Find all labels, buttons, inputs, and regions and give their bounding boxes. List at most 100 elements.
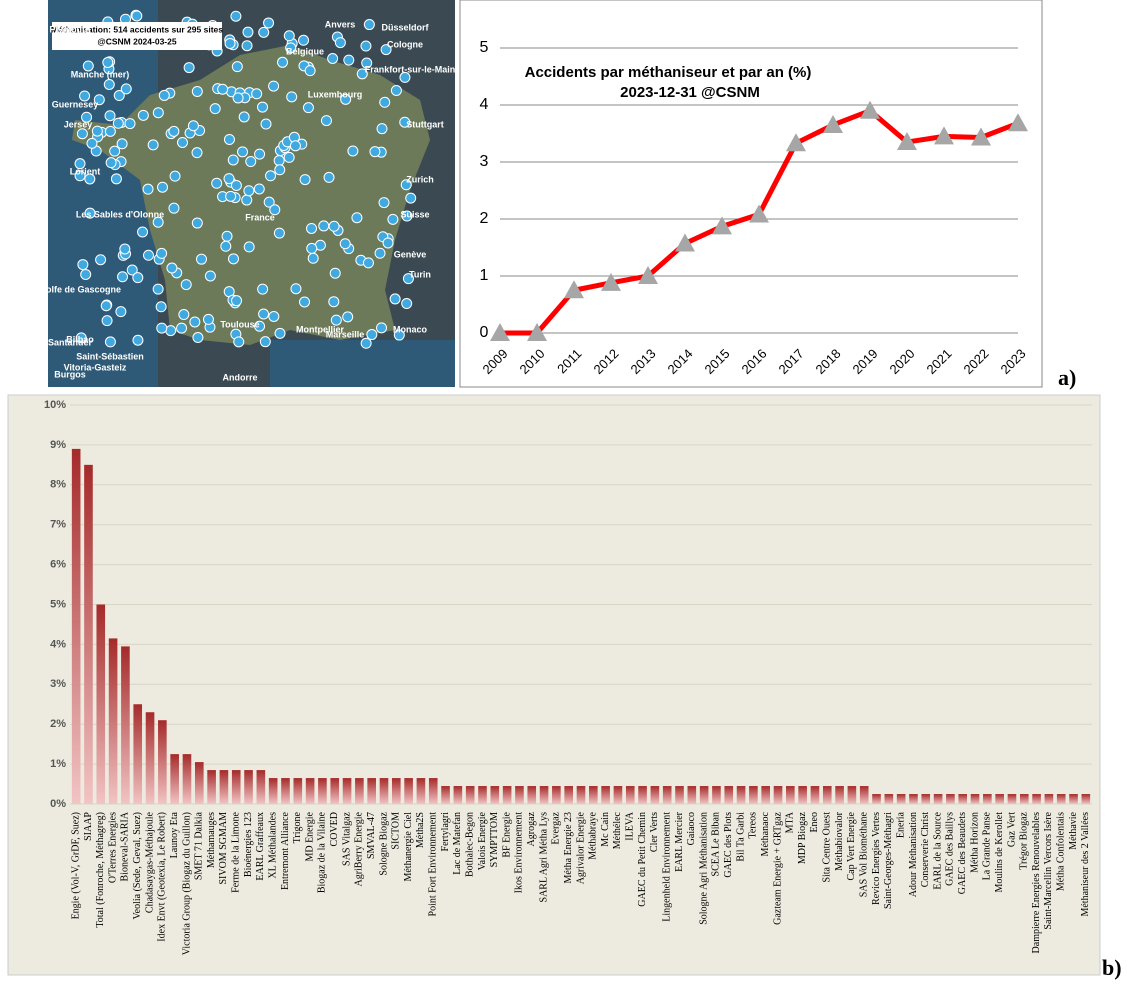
x-tick-label: Tereos (748, 812, 759, 839)
x-tick-label: SCEA Le Biban (711, 812, 722, 876)
x-tick-label: Lac de Matefan (452, 812, 463, 875)
bar (724, 786, 733, 804)
map-pin (104, 79, 114, 89)
bar (527, 786, 536, 804)
x-tick-label: Fertylagri (440, 812, 451, 852)
bar (257, 770, 266, 804)
x-tick-label: SARL Agri Métha Lys (538, 812, 549, 903)
bar (490, 786, 499, 804)
bar (84, 465, 93, 804)
map-pin (118, 272, 128, 282)
bar (897, 794, 906, 804)
map-pin (303, 103, 313, 113)
x-tick-label: Agrivalor Energie (575, 811, 586, 884)
map-pin (138, 110, 148, 120)
x-tick-label: SMVAL-47 (366, 812, 377, 859)
bar (503, 786, 512, 804)
bar (614, 786, 623, 804)
x-tick-label: SAS Vitalgaz (341, 811, 352, 865)
x-tick-label: Chadasaygas-Méthajoule (144, 811, 155, 913)
bar (860, 786, 869, 804)
map-pin (391, 86, 401, 96)
map-label: Vitoria-Gasteiz (64, 362, 127, 372)
x-tick-label: XL Méthalandes (267, 812, 278, 879)
map-label: Düsseldorf (381, 22, 429, 32)
bar (872, 794, 881, 804)
map-label: Golfe de Gascogne (39, 284, 121, 294)
x-tick-label: SMET 71 Dalkia (194, 811, 205, 880)
x-tick-label: Agrogaz (526, 811, 537, 846)
map-pin (352, 213, 362, 223)
x-tick-label: Evergaz (551, 811, 562, 844)
x-tick-label: Saint-Georges-Méthagri (883, 812, 894, 909)
map-pin (380, 97, 390, 107)
map-pin (102, 316, 112, 326)
map-pin (117, 139, 127, 149)
map-pin (234, 337, 244, 347)
y-tick-label: 1% (50, 758, 66, 770)
map-pin (275, 328, 285, 338)
x-tick-label: Méthabiovalor (834, 811, 845, 871)
map-pin (290, 141, 300, 151)
bar (441, 786, 450, 804)
map-pin (78, 260, 88, 270)
bar (293, 778, 302, 804)
x-tick-label: Trégor Biogaz (1019, 811, 1030, 869)
x-tick-label: Lingenheld Environnement (661, 812, 672, 922)
bar (909, 794, 918, 804)
map-pin (192, 218, 202, 228)
bar (626, 786, 635, 804)
x-tick-label: Eneo (809, 812, 820, 833)
x-tick-label: Bil Ta Garbi (735, 812, 746, 862)
figure: Méthanisation: 514 accidents sur 295 sit… (0, 0, 1127, 985)
x-tick-label: Cap Vert Energie (846, 811, 857, 880)
map-pin (103, 57, 113, 67)
y-tick-label: 4% (50, 638, 66, 650)
bar (946, 794, 955, 804)
map-pin (252, 89, 262, 99)
map-pin (222, 231, 232, 241)
map-label: Guernesey (52, 99, 99, 109)
map-pin (388, 214, 398, 224)
map-pin (196, 254, 206, 264)
map-pin (106, 158, 116, 168)
map-pin (264, 18, 274, 28)
x-tick-label: Launoy Eta (169, 811, 180, 858)
map-pin (266, 171, 276, 181)
bar (109, 638, 118, 804)
bar (355, 778, 364, 804)
bar (823, 786, 832, 804)
map-pin (324, 172, 334, 182)
x-tick-label: GAEC des Baillys (945, 812, 956, 886)
map-pin (239, 112, 249, 122)
x-tick-label: COVED (329, 812, 340, 846)
map-pin (284, 152, 294, 162)
map-label: Frankfort-sur-le-Main (365, 64, 456, 74)
map-pin (157, 323, 167, 333)
bar (454, 786, 463, 804)
bar (540, 786, 549, 804)
map-pin (231, 180, 241, 190)
map-pin (254, 184, 264, 194)
bar (589, 786, 598, 804)
bar (404, 778, 413, 804)
map-pin (344, 55, 354, 65)
x-tick-label: Saint-Marcellin Vercors Isère (1043, 811, 1054, 929)
x-tick-label: Métha Energie 23 (563, 812, 574, 883)
x-tick-label: Ikos Environnement (514, 812, 525, 894)
bar (244, 770, 253, 804)
bar (564, 786, 573, 804)
x-tick-label: MTA (785, 811, 796, 833)
bar (811, 786, 820, 804)
map-pin (275, 165, 285, 175)
bar (675, 786, 684, 804)
map-pin (105, 337, 115, 347)
map-pin (305, 66, 315, 76)
bar (995, 794, 1004, 804)
x-tick-label: Méthanaoc (760, 811, 771, 856)
x-tick-label: SAS Vol Biométhane (859, 811, 870, 897)
y-tick-label: 7% (50, 519, 66, 531)
bar (417, 778, 426, 804)
x-tick-label: Métha Confolentais (1056, 812, 1067, 891)
map-pin (255, 149, 265, 159)
